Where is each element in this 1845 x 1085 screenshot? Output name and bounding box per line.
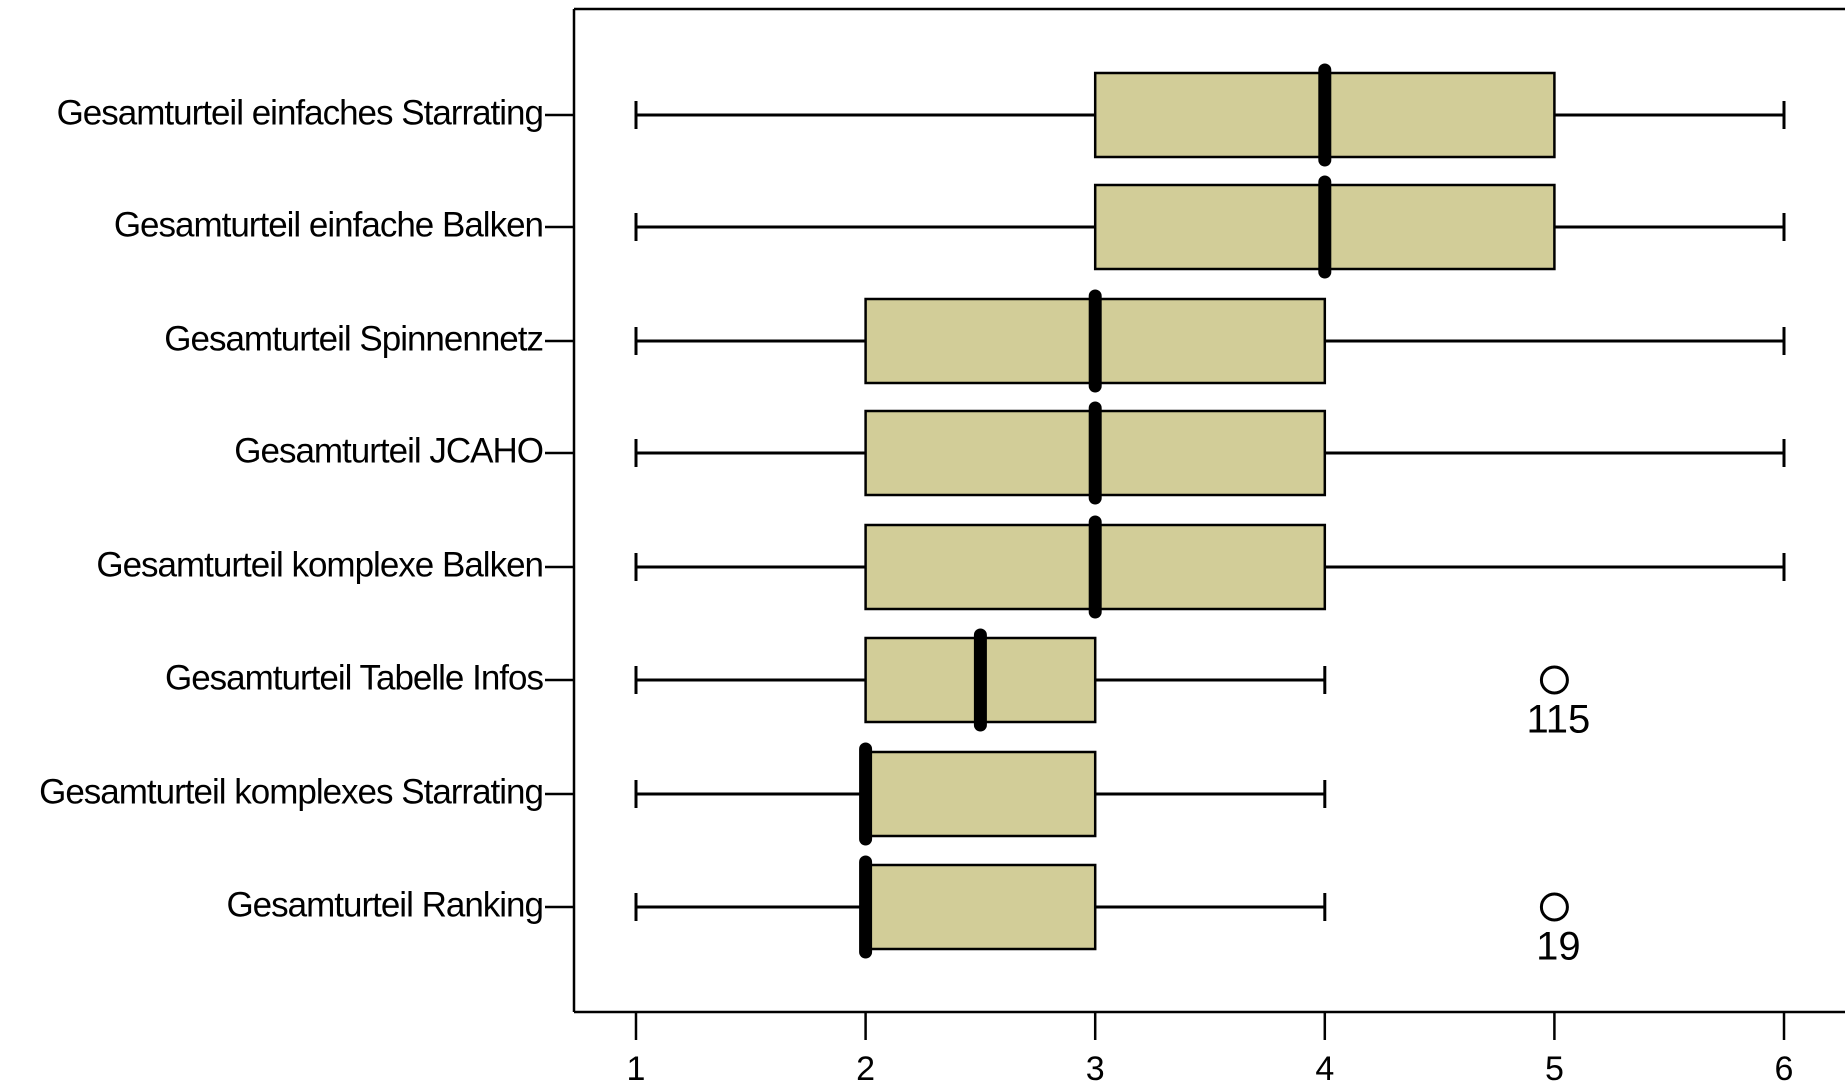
x-tick-label: 2 <box>856 1050 875 1085</box>
category-label: Gesamturteil Spinnennetz <box>164 319 543 358</box>
x-tick-label: 3 <box>1086 1050 1105 1085</box>
category-label: Gesamturteil einfache Balken <box>114 205 543 244</box>
outlier-label: 115 <box>1527 698 1591 742</box>
category-label: Gesamturteil komplexes Starrating <box>39 772 543 811</box>
category-label: Gesamturteil Ranking <box>226 885 543 924</box>
outlier-label: 19 <box>1536 925 1581 969</box>
category-label: Gesamturteil JCAHO <box>234 431 543 470</box>
outlier <box>1539 892 1569 922</box>
outlier <box>1539 665 1569 695</box>
x-tick-label: 4 <box>1315 1050 1334 1085</box>
x-tick-label: 1 <box>627 1050 646 1085</box>
x-tick-label: 5 <box>1545 1050 1564 1085</box>
box <box>864 863 1097 951</box>
category-label: Gesamturteil Tabelle Infos <box>165 658 544 697</box>
category-label: Gesamturteil einfaches Starrating <box>57 93 543 132</box>
category-label: Gesamturteil komplexe Balken <box>96 545 543 584</box>
box <box>864 750 1097 838</box>
x-tick-label: 6 <box>1775 1050 1794 1085</box>
